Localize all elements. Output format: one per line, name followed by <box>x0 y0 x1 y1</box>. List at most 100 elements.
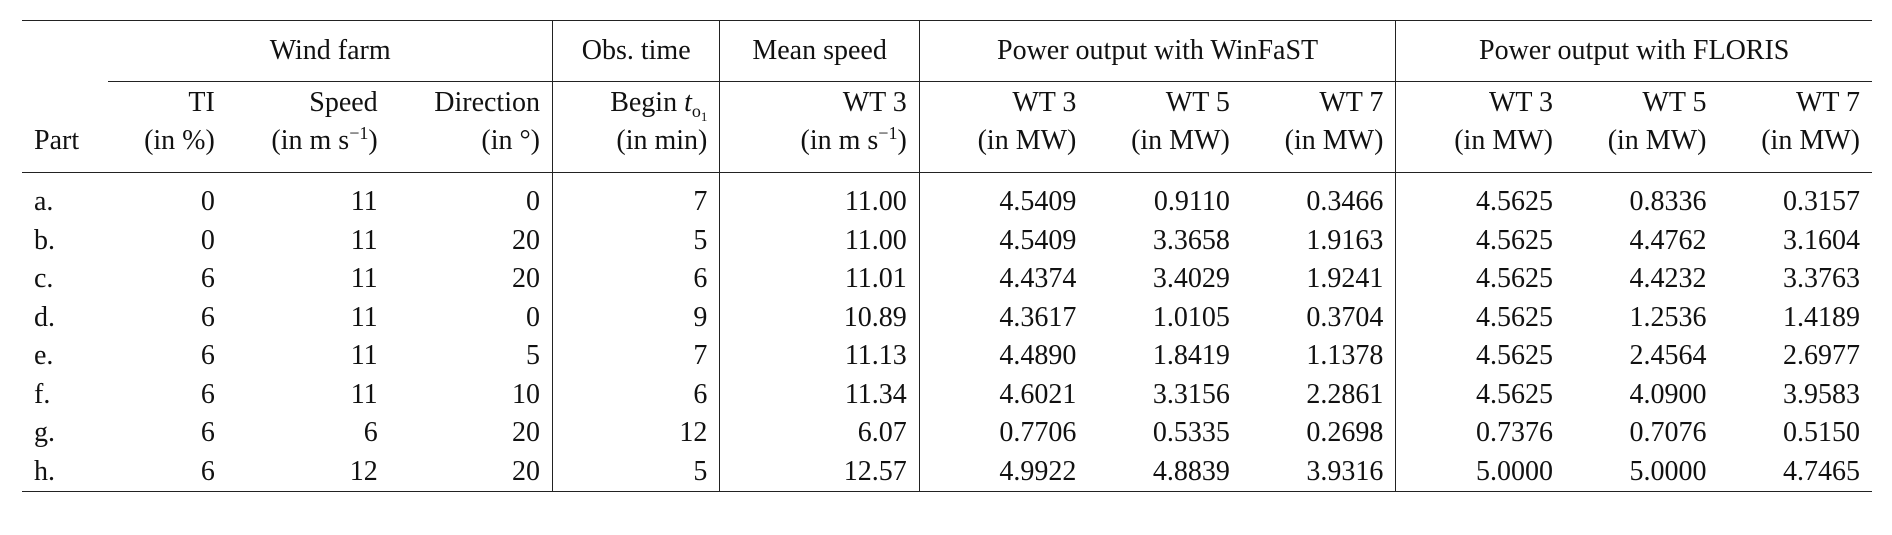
col-mean-unit-exp: −1 <box>878 123 898 143</box>
col-ti-label: TI <box>188 87 215 118</box>
cell-winfast-wt5: 0.5335 <box>1152 417 1230 449</box>
col-floris-wt3-unit: (in MW) <box>1454 125 1553 156</box>
col-speed-label: Speed <box>309 87 378 118</box>
cell-direction: 20 <box>389 452 553 492</box>
cell-speed: 11 <box>350 378 378 410</box>
cell-winfast-wt3: 4.5409 <box>999 186 1077 218</box>
cell-winfast-wt5: 3.4029 <box>1152 263 1230 295</box>
col-begin-sub-1: 1 <box>700 109 708 124</box>
col-winfast-wt7-label: WT 7 <box>1241 81 1397 122</box>
col-speed-unit: (in m s−1) <box>227 122 390 164</box>
cell-winfast-wt7: 0.2698 <box>1241 414 1397 453</box>
cell-mean-speed: 11.34 <box>719 375 920 414</box>
cell-floris-wt5: 0.7076 <box>1629 417 1707 449</box>
cell-part: c. <box>34 263 54 295</box>
cell-begin: 6 <box>552 375 721 414</box>
cell-winfast-wt7: 3.9316 <box>1241 452 1397 492</box>
cell-floris-wt7: 4.7465 <box>1718 452 1872 492</box>
cell-mean-speed: 10.89 <box>719 298 920 337</box>
group-header-mean-speed: Mean speed <box>719 20 920 82</box>
cell-winfast-wt5: 1.8419 <box>1152 340 1230 372</box>
cell-begin: 5 <box>552 452 721 492</box>
cell-winfast-wt3: 4.3617 <box>999 301 1077 333</box>
cell-winfast-wt3: 4.4374 <box>999 263 1077 295</box>
header-separator <box>22 164 1872 173</box>
col-begin-word: Begin <box>610 87 685 118</box>
col-speed-unit-exp: −1 <box>349 123 369 143</box>
cell-winfast-wt7: 1.1378 <box>1241 337 1397 376</box>
col-mean-unit-close: ) <box>897 125 907 156</box>
col-winfast-wt7-unit: (in MW) <box>1241 122 1397 164</box>
cell-ti: 6 <box>200 263 215 295</box>
cell-floris-wt5: 5.0000 <box>1565 452 1719 492</box>
cell-ti: 6 <box>200 301 215 333</box>
cell-floris-wt3: 0.7376 <box>1476 417 1553 449</box>
cell-floris-wt5: 4.4232 <box>1629 263 1707 295</box>
cell-direction: 0 <box>389 298 553 337</box>
col-winfast-wt3-unit: (in MW) <box>977 125 1077 156</box>
cell-speed: 12 <box>226 452 390 492</box>
group-header-empty <box>22 21 108 82</box>
col-begin-unit: (in min) <box>552 122 721 164</box>
cell-floris-wt5: 4.0900 <box>1629 378 1707 410</box>
cell-floris-wt3: 4.5625 <box>1476 186 1553 218</box>
cell-ti: 6 <box>108 452 227 492</box>
cell-mean-speed: 6.07 <box>719 414 920 453</box>
table-row: h. 6 12 20 5 12.57 4.9922 4.8839 3.9316 5.0000 5.0… <box>22 452 1872 492</box>
cell-mean-speed: 11.00 <box>719 172 920 222</box>
col-winfast-wt5-label: WT 5 <box>1165 87 1230 118</box>
col-floris-wt3-label: WT 3 <box>1488 87 1553 118</box>
col-floris-wt7-label: WT 7 <box>1795 87 1860 118</box>
cell-floris-wt7: 2.6977 <box>1783 340 1860 372</box>
cell-part: f. <box>34 378 51 410</box>
cell-floris-wt3: 4.5625 <box>1476 224 1553 256</box>
col-direction-label: Direction <box>389 81 553 122</box>
cell-mean-speed: 12.57 <box>719 452 920 492</box>
col-mean-unit-text: (in m s <box>800 125 879 156</box>
cell-floris-wt7: 3.1604 <box>1783 224 1860 256</box>
cell-winfast-wt3: 4.9922 <box>919 452 1089 492</box>
column-header-row-2: Part (in %) (in m s−1) (in °) (in min) (… <box>22 122 1872 164</box>
results-table: Wind farm Obs. time Mean speed Power out… <box>22 20 1872 492</box>
cell-winfast-wt7: 1.9241 <box>1241 260 1397 299</box>
cell-winfast-wt3: 4.6021 <box>999 378 1077 410</box>
cell-ti: 6 <box>200 378 215 410</box>
cell-direction: 20 <box>389 260 553 299</box>
cell-ti: 6 <box>200 340 215 372</box>
cell-direction: 20 <box>389 221 553 260</box>
cell-direction: 0 <box>389 172 553 222</box>
cell-mean-speed: 11.00 <box>719 221 920 260</box>
cell-speed: 11 <box>350 301 378 333</box>
cell-floris-wt3: 4.5625 <box>1476 340 1553 372</box>
cell-floris-wt7: 0.3157 <box>1783 186 1860 218</box>
cell-begin: 7 <box>552 172 721 222</box>
cell-floris-wt5: 0.8336 <box>1629 186 1707 218</box>
cell-direction: 20 <box>389 414 553 453</box>
cell-part: a. <box>34 186 54 218</box>
cell-floris-wt3: 4.5625 <box>1476 301 1553 333</box>
col-winfast-wt5-unit: (in MW) <box>1131 125 1230 156</box>
col-mean-wt3-label: WT 3 <box>719 81 920 122</box>
col-ti-unit: (in %) <box>144 125 215 156</box>
cell-ti: 6 <box>200 417 215 449</box>
cell-ti: 0 <box>200 224 215 256</box>
cell-floris-wt7: 0.5150 <box>1783 417 1860 449</box>
col-part-spacer <box>22 82 108 123</box>
cell-part: b. <box>34 224 55 256</box>
cell-winfast-wt7: 1.9163 <box>1241 221 1397 260</box>
group-header-power-floris: Power output with FLORIS <box>1395 20 1872 82</box>
col-begin-t: t <box>684 87 692 118</box>
table-row: c. 6 11 20 6 11.01 4.4374 3.4029 1.9241 4.5625 4.4… <box>22 260 1872 299</box>
cell-floris-wt5: 1.2536 <box>1629 301 1707 333</box>
cell-begin: 9 <box>552 298 721 337</box>
cell-mean-speed: 11.01 <box>719 260 920 299</box>
cell-mean-speed: 11.13 <box>719 337 920 376</box>
table-row: e. 6 11 5 7 11.13 4.4890 1.8419 1.1378 4.5625 2.45… <box>22 337 1872 376</box>
col-winfast-wt3-label: WT 3 <box>1012 87 1077 118</box>
cell-floris-wt5: 4.4762 <box>1629 224 1707 256</box>
col-part-label: Part <box>34 125 80 156</box>
group-header-wind-farm: Wind farm <box>108 20 554 82</box>
col-speed-unit-close: ) <box>368 125 378 156</box>
cell-winfast-wt7: 0.3704 <box>1241 298 1397 337</box>
